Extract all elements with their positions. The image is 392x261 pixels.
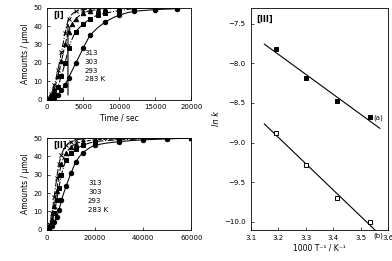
Text: 283 K: 283 K xyxy=(85,76,105,82)
Text: [I]: [I] xyxy=(53,11,64,20)
X-axis label: Time / sec: Time / sec xyxy=(100,113,139,122)
Text: 283 K: 283 K xyxy=(88,206,108,212)
Text: [III]: [III] xyxy=(256,15,273,23)
Text: 313: 313 xyxy=(88,180,102,186)
Text: (b): (b) xyxy=(374,232,384,239)
Y-axis label: ln k: ln k xyxy=(212,111,221,126)
Y-axis label: Amounts / μmol: Amounts / μmol xyxy=(22,153,31,214)
Text: 313: 313 xyxy=(85,50,98,56)
Text: (a): (a) xyxy=(374,114,383,121)
Text: [II]: [II] xyxy=(53,141,67,150)
X-axis label: 1000 T⁻¹ / K⁻¹: 1000 T⁻¹ / K⁻¹ xyxy=(293,243,346,252)
Text: 303: 303 xyxy=(88,189,102,195)
Text: 293: 293 xyxy=(85,68,98,74)
Text: 303: 303 xyxy=(85,59,98,65)
Y-axis label: Amounts / μmol: Amounts / μmol xyxy=(22,23,31,84)
Text: 293: 293 xyxy=(88,198,101,204)
